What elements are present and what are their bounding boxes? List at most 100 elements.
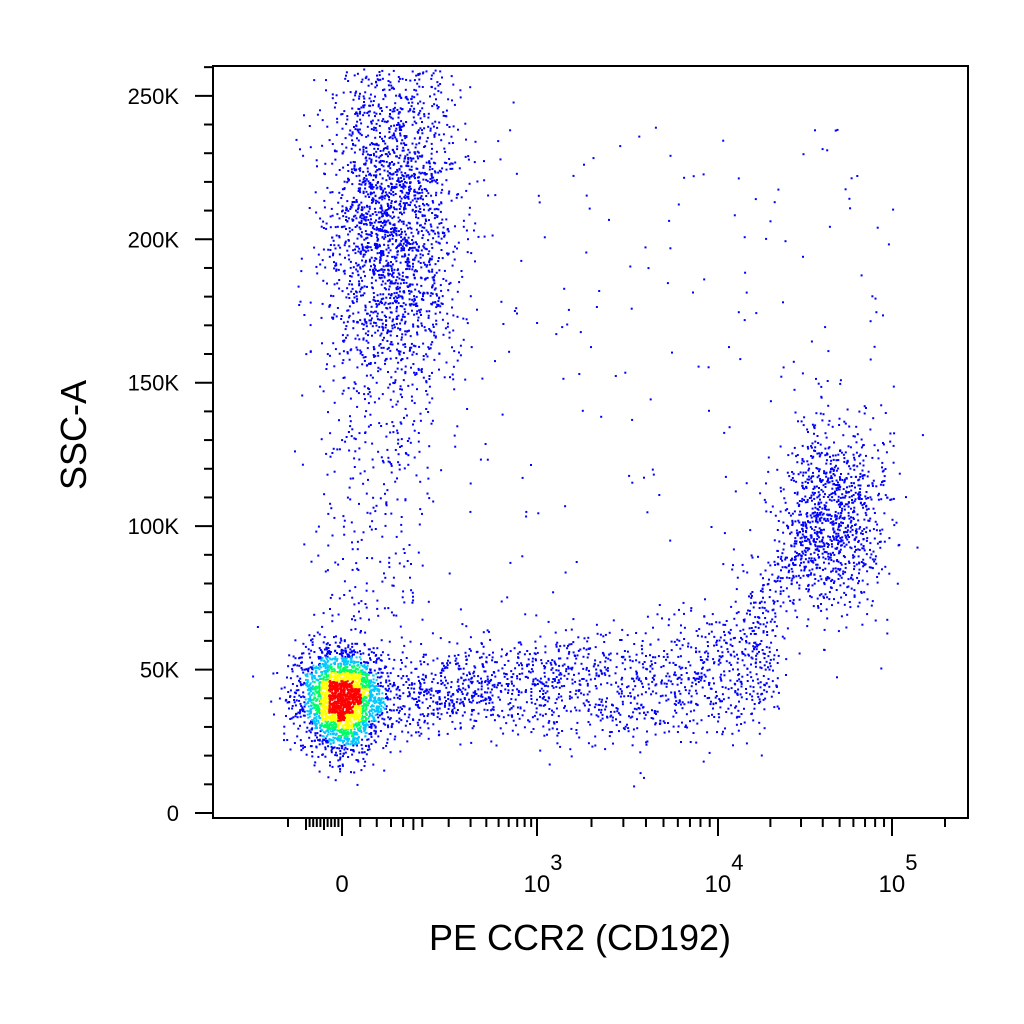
event-dot [744,654,747,657]
event-dot [629,692,632,695]
event-dot [361,153,364,156]
event-dot [629,659,632,662]
event-dot [535,707,538,710]
event-dot [436,294,438,297]
event-dot [570,668,573,671]
event-dot [426,689,429,692]
event-dot [427,192,430,195]
event-dot [392,614,395,617]
event-dot [767,678,770,680]
event-dot [732,650,735,653]
event-dot [373,164,376,167]
event-dot [415,667,418,670]
event-dot [417,696,420,699]
event-dot [650,717,653,719]
event-dot [873,345,876,348]
event-dot [612,704,614,707]
event-dot [376,318,379,321]
event-dot [754,616,757,619]
event-dot [451,306,453,309]
event-dot [759,686,762,689]
event-dot [487,687,490,690]
event-dot [359,319,362,322]
event-dot [389,357,392,360]
event-dot [406,263,409,265]
event-dot [367,249,370,252]
event-dot [455,663,457,666]
event-dot [380,332,383,335]
event-dot [738,715,741,718]
event-dot [341,392,344,395]
event-dot [552,591,555,594]
event-dot [413,402,416,405]
event-dot [372,152,375,155]
event-dot [872,507,875,510]
event-dot [390,471,393,474]
event-dot [743,236,746,239]
event-dot [440,222,443,224]
event-dot [697,677,700,680]
event-dot [475,720,478,722]
event-dot [813,492,816,494]
event-dot [400,445,403,447]
event-dot [445,686,448,689]
event-dot [403,208,405,211]
event-dot [850,574,853,577]
event-dot [843,603,846,606]
event-dot [400,677,403,680]
event-dot [848,536,851,538]
event-dot [745,291,748,294]
event-dot [505,673,508,676]
event-dot [556,641,559,644]
event-dot [800,462,803,465]
event-dot [509,561,512,564]
event-dot [517,689,520,692]
event-dot [597,674,600,677]
event-dot [428,375,431,377]
event-dot [518,717,521,720]
event-dot [415,167,418,170]
event-dot [762,623,765,626]
event-dot [334,158,337,161]
event-dot [349,415,351,418]
event-dot [480,693,483,696]
event-dot [430,157,433,160]
event-dot [465,229,468,232]
event-dot [338,217,341,220]
event-dot [378,344,381,347]
event-dot [421,132,424,135]
event-dot [866,484,869,487]
event-dot [651,690,654,693]
event-dot [690,646,693,649]
event-dot [624,668,627,671]
event-dot [374,115,376,118]
event-dot [598,698,601,701]
event-dot [604,633,607,636]
event-dot [567,667,570,670]
event-dot [433,288,436,291]
event-dot [896,582,899,585]
event-dot [377,103,380,106]
event-dot [341,113,344,115]
event-dot [420,643,423,645]
event-dot [443,147,446,150]
event-dot [843,460,846,463]
event-dot [299,300,302,303]
event-dot [370,128,373,131]
event-dot [755,654,758,657]
event-dot [849,530,852,533]
event-dot [865,407,867,409]
event-dot [748,609,751,612]
event-dot [457,685,460,688]
event-dot [536,718,539,721]
event-dot [827,552,830,555]
event-dot [421,171,424,174]
event-dot [344,77,347,80]
event-dot [397,711,400,714]
event-dot [366,125,369,128]
event-dot [288,701,291,704]
event-dot [543,684,546,687]
event-dot [692,291,694,294]
event-dot [343,110,346,113]
event-dot [370,154,372,156]
